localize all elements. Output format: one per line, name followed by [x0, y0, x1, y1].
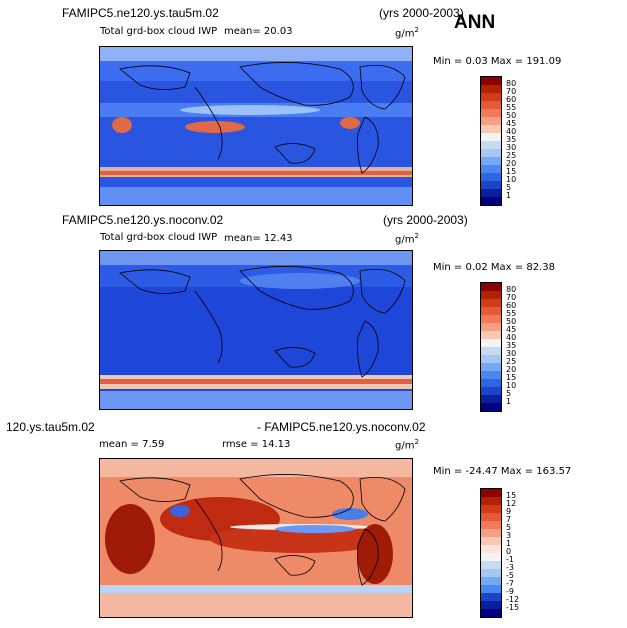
colorbar-tick: 5 [506, 523, 512, 532]
panel1-mean: mean= 20.03 [224, 26, 293, 37]
colorbar-tick: 1 [506, 539, 512, 548]
colorbar-tick: 15 [506, 373, 517, 382]
colorbar-tick: 3 [506, 531, 512, 540]
colorbar-tick: 12 [506, 499, 517, 508]
panel2-minmax: Min = 0.02 Max = 82.38 [433, 262, 555, 273]
panel1-units: g/m2 [395, 26, 419, 40]
colorbar-tick: -3 [506, 563, 514, 572]
colorbar-tick: 70 [506, 87, 517, 96]
colorbar-tick: -9 [506, 587, 514, 596]
colorbar-tick: 5 [506, 389, 512, 398]
colorbar-tick: -12 [506, 595, 520, 604]
panel1-variable: Total grd-box cloud IWP [100, 26, 218, 37]
colorbar-tick: 1 [506, 191, 512, 200]
colorbar-tick: 1 [506, 397, 512, 406]
panel3-case-title-right: - FAMIPC5.ne120.ys.noconv.02 [257, 420, 426, 434]
colorbar-tick: 20 [506, 159, 517, 168]
colorbar-tick: -5 [506, 571, 514, 580]
panel3-case-title-left: 120.ys.tau5m.02 [6, 420, 95, 434]
colorbar-tick: -7 [506, 579, 514, 588]
colorbar-tick: 25 [506, 151, 517, 160]
panel2-variable: Total grd-box cloud IWP [100, 232, 218, 243]
panel1-years: (yrs 2000-2003) [379, 6, 464, 20]
season-label: ANN [454, 12, 496, 33]
panel2-mean: mean= 12.43 [224, 233, 293, 244]
colorbar-tick: 20 [506, 365, 517, 374]
panel2-years: (yrs 2000-2003) [383, 213, 468, 227]
colorbar-tick: 15 [506, 167, 517, 176]
colorbar-tick: 40 [506, 127, 517, 136]
colorbar-tick: 9 [506, 507, 512, 516]
colorbar-tick: 60 [506, 95, 517, 104]
colorbar-tick: 60 [506, 301, 517, 310]
colorbar-tick: 80 [506, 285, 517, 294]
colorbar-tick: 7 [506, 515, 512, 524]
panel2-case-title: FAMIPC5.ne120.ys.noconv.02 [62, 213, 224, 227]
panel3-rmse: rmse = 14.13 [222, 439, 291, 450]
colorbar-tick: 80 [506, 79, 517, 88]
colorbar-tick: 55 [506, 309, 517, 318]
panel3-mean: mean = 7.59 [99, 439, 165, 450]
panel3-units: g/m2 [395, 438, 419, 452]
panel1-minmax: Min = 0.03 Max = 191.09 [433, 56, 562, 67]
colorbar-tick: -15 [506, 603, 520, 612]
panel3-colorbar [480, 488, 502, 618]
panel2-colorbar [480, 282, 502, 412]
colorbar-tick: 25 [506, 357, 517, 366]
colorbar-tick: 10 [506, 381, 517, 390]
colorbar-tick: 70 [506, 293, 517, 302]
panel3-map [99, 458, 413, 618]
colorbar-tick: 50 [506, 111, 517, 120]
colorbar-tick: -1 [506, 555, 514, 564]
colorbar-tick: 30 [506, 143, 517, 152]
panel1-map [99, 46, 413, 206]
colorbar-tick: 5 [506, 183, 512, 192]
panel1-colorbar [480, 76, 502, 206]
colorbar-tick: 45 [506, 325, 517, 334]
panel2-map [99, 250, 413, 410]
colorbar-tick: 35 [506, 135, 517, 144]
colorbar-tick: 15 [506, 491, 517, 500]
colorbar-tick: 55 [506, 103, 517, 112]
colorbar-tick: 30 [506, 349, 517, 358]
colorbar-tick: 0 [506, 547, 512, 556]
panel1-case-title: FAMIPC5.ne120.ys.tau5m.02 [62, 6, 219, 20]
colorbar-tick: 10 [506, 175, 517, 184]
panel2-units: g/m2 [395, 232, 419, 246]
colorbar-tick: 35 [506, 341, 517, 350]
colorbar-tick: 45 [506, 119, 517, 128]
colorbar-tick: 40 [506, 333, 517, 342]
colorbar-tick: 50 [506, 317, 517, 326]
panel3-minmax: Min = -24.47 Max = 163.57 [433, 466, 572, 477]
